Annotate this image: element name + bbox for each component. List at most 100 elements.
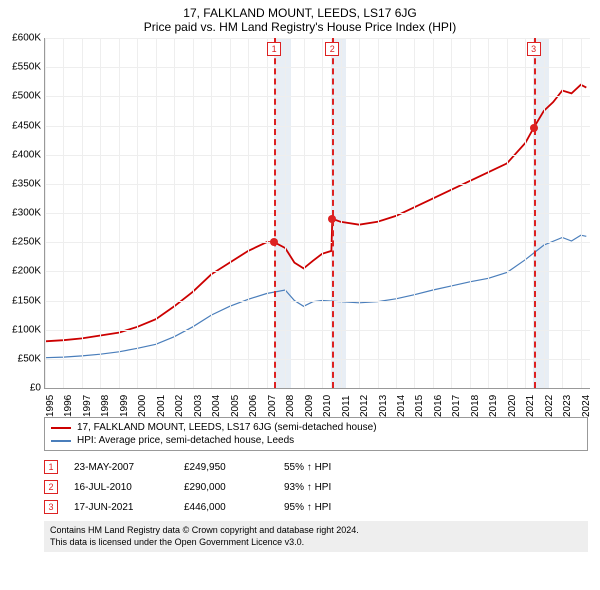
x-gridline [63,38,64,388]
transaction-date: 17-JUN-2021 [74,502,184,513]
footer-line1: Contains HM Land Registry data © Crown c… [50,525,582,537]
x-gridline [525,38,526,388]
transaction-marker-box: 2 [325,42,339,56]
transaction-dash-line [332,38,334,388]
x-gridline [470,38,471,388]
x-gridline [451,38,452,388]
x-tick-label: 2023 [562,395,573,417]
x-tick-label: 2012 [359,395,370,417]
transaction-price: £249,950 [184,462,284,473]
transaction-number-box: 2 [44,480,58,494]
y-gridline [45,242,590,243]
legend-row-hpi: HPI: Average price, semi-detached house,… [51,434,581,447]
x-tick-label: 2007 [267,395,278,417]
y-gridline [45,126,590,127]
y-gridline [45,67,590,68]
x-tick-label: 2004 [211,395,222,417]
x-tick-label: 2011 [341,395,352,417]
transaction-table: 1 23-MAY-2007£249,95055% ↑ HPI 2 16-JUL-201… [44,457,588,517]
transaction-price: £446,000 [184,502,284,513]
y-tick-label: £600K [1,33,41,44]
y-gridline [45,301,590,302]
x-gridline [230,38,231,388]
x-tick-label: 2009 [304,395,315,417]
footer-line2: This data is licensed under the Open Gov… [50,537,582,549]
y-gridline [45,213,590,214]
transaction-row: 2 16-JUL-2010£290,00093% ↑ HPI [44,477,588,497]
y-tick-label: £0 [1,383,41,394]
transaction-date: 23-MAY-2007 [74,462,184,473]
transaction-number-box: 1 [44,460,58,474]
legend-row-property: 17, FALKLAND MOUNT, LEEDS, LS17 6JG (sem… [51,421,581,434]
transaction-dot [530,124,538,132]
x-tick-label: 2019 [488,395,499,417]
x-gridline [211,38,212,388]
x-tick-label: 2024 [581,395,592,417]
transaction-date: 16-JUL-2010 [74,482,184,493]
x-tick-label: 2000 [137,395,148,417]
x-gridline [433,38,434,388]
x-tick-label: 2008 [285,395,296,417]
y-tick-label: £50K [1,353,41,364]
x-tick-label: 1996 [63,395,74,417]
x-tick-label: 1995 [45,395,56,417]
x-tick-label: 2014 [396,395,407,417]
transaction-hpi: 55% ↑ HPI [284,462,374,473]
x-tick-label: 2013 [378,395,389,417]
x-tick-label: 1998 [100,395,111,417]
x-gridline [488,38,489,388]
y-tick-label: £400K [1,149,41,160]
x-gridline [507,38,508,388]
series-line-hpi [45,235,586,358]
x-tick-label: 2006 [248,395,259,417]
x-tick-label: 2003 [193,395,204,417]
x-tick-label: 2020 [507,395,518,417]
x-gridline [82,38,83,388]
y-gridline [45,184,590,185]
y-tick-label: £250K [1,237,41,248]
transaction-number-box: 3 [44,500,58,514]
legend-label-hpi: HPI: Average price, semi-detached house,… [77,435,294,446]
transaction-hpi: 95% ↑ HPI [284,502,374,513]
transaction-dash-line [274,38,276,388]
x-tick-label: 2002 [174,395,185,417]
y-tick-label: £300K [1,208,41,219]
x-tick-label: 2017 [451,395,462,417]
x-gridline [119,38,120,388]
y-tick-label: £350K [1,178,41,189]
x-gridline [304,38,305,388]
x-gridline [544,38,545,388]
x-tick-label: 1997 [82,395,93,417]
y-tick-label: £200K [1,266,41,277]
transaction-price: £290,000 [184,482,284,493]
legend-swatch-hpi [51,440,71,442]
x-gridline [396,38,397,388]
x-tick-label: 2015 [414,395,425,417]
transaction-hpi: 93% ↑ HPI [284,482,374,493]
y-gridline [45,330,590,331]
y-gridline [45,38,590,39]
transaction-row: 1 23-MAY-2007£249,95055% ↑ HPI [44,457,588,477]
legend-swatch-property [51,427,71,429]
x-gridline [248,38,249,388]
y-gridline [45,96,590,97]
x-gridline [45,38,46,388]
y-tick-label: £150K [1,295,41,306]
x-tick-label: 2021 [525,395,536,417]
chart-title: 17, FALKLAND MOUNT, LEEDS, LS17 6JG [0,0,600,20]
y-tick-label: £500K [1,91,41,102]
transaction-dot [328,215,336,223]
x-gridline [359,38,360,388]
x-tick-label: 2018 [470,395,481,417]
x-gridline [285,38,286,388]
y-gridline [45,359,590,360]
chart-plot-area: £0£50K£100K£150K£200K£250K£300K£350K£400… [44,38,590,389]
x-gridline [174,38,175,388]
x-tick-label: 2010 [322,395,333,417]
y-tick-label: £550K [1,62,41,73]
footer-attribution: Contains HM Land Registry data © Crown c… [44,521,588,552]
y-tick-label: £100K [1,324,41,335]
transaction-dash-line [534,38,536,388]
x-gridline [341,38,342,388]
legend: 17, FALKLAND MOUNT, LEEDS, LS17 6JG (sem… [44,417,588,451]
